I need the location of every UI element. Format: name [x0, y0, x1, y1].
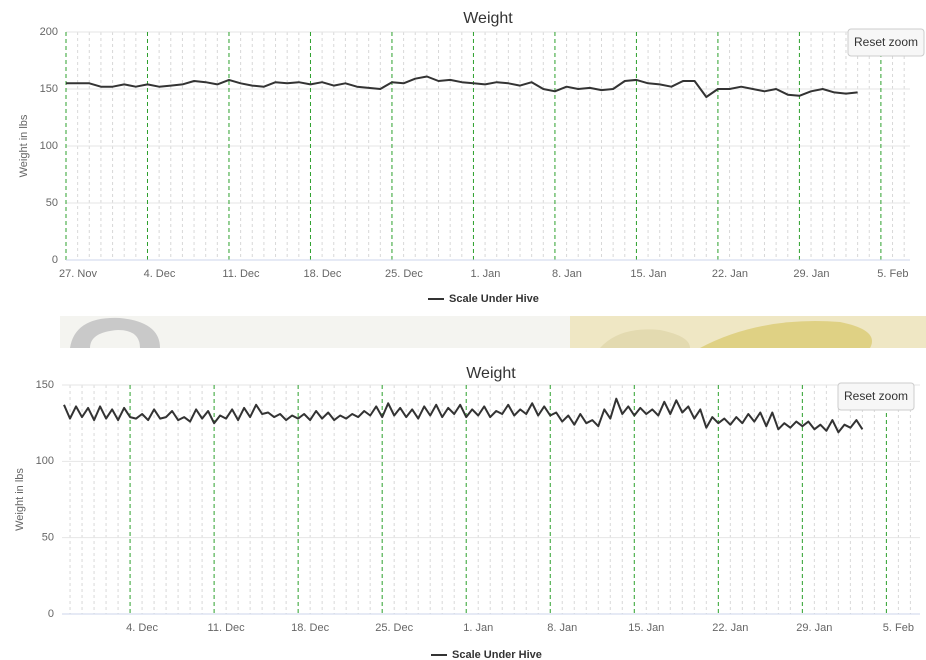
chart-title: Weight: [466, 365, 516, 382]
x-tick-label: 5. Feb: [877, 268, 908, 280]
x-tick-label: 25. Dec: [375, 622, 413, 634]
legend-label: Scale Under Hive: [449, 293, 539, 305]
y-tick-label: 50: [46, 197, 58, 209]
reset-zoom-button[interactable]: Reset zoom: [838, 383, 914, 410]
x-tick-label: 5. Feb: [883, 622, 914, 634]
x-tick-label: 8. Jan: [552, 268, 582, 280]
x-tick-label: 25. Dec: [385, 268, 423, 280]
button-label: Reset zoom: [854, 35, 918, 49]
x-tick-label: 27. Nov: [59, 268, 97, 280]
x-tick-label: 15. Jan: [628, 622, 664, 634]
y-tick-label: 50: [42, 532, 54, 544]
x-tick-label: 29. Jan: [793, 268, 829, 280]
x-tick-label: 18. Dec: [291, 622, 329, 634]
y-tick-label: 200: [40, 26, 58, 38]
x-tick-label: 8. Jan: [547, 622, 577, 634]
x-tick-label: 15. Jan: [630, 268, 666, 280]
y-tick-label: 150: [36, 379, 54, 391]
x-tick-label: 22. Jan: [712, 622, 748, 634]
y-tick-label: 0: [52, 254, 58, 266]
x-tick-label: 4. Dec: [126, 622, 158, 634]
x-tick-label: 1. Jan: [470, 268, 500, 280]
x-tick-label: 4. Dec: [144, 268, 176, 280]
x-tick-label: 11. Dec: [208, 622, 246, 634]
y-axis-title: Weight in lbs: [14, 468, 26, 531]
y-tick-label: 150: [40, 83, 58, 95]
chart: 0 50 100 150 200 27. Nov 4. Dec 11. Dec 18. Dec 2…: [0, 0, 926, 660]
x-tick-label: 22. Jan: [712, 268, 748, 280]
background-strip: [60, 316, 926, 348]
y-tick-label: 100: [40, 140, 58, 152]
button-label: Reset zoom: [844, 389, 908, 403]
x-tick-label: 11. Dec: [222, 268, 260, 280]
x-tick-label: 1. Jan: [463, 622, 493, 634]
y-axis-title: Weight in lbs: [18, 114, 30, 177]
page: 0 50 100 150 200 27. Nov 4. Dec 11. Dec 18. Dec 2…: [0, 0, 926, 660]
y-tick-label: 100: [36, 455, 54, 467]
legend-label: Scale Under Hive: [452, 649, 542, 660]
x-tick-label: 18. Dec: [304, 268, 342, 280]
x-tick-label: 29. Jan: [796, 622, 832, 634]
y-tick-label: 0: [48, 608, 54, 620]
reset-zoom-button[interactable]: Reset zoom: [848, 29, 924, 56]
chart-title: Weight: [463, 10, 513, 27]
